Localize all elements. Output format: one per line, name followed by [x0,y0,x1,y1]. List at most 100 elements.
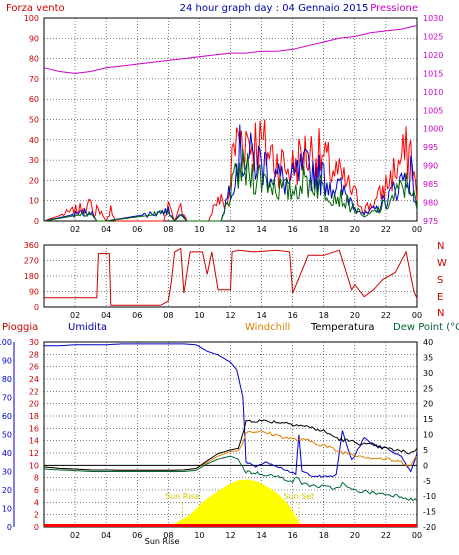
bottom-panel-x-tick-2: 06 [132,531,142,540]
temp-y-tick-11: 35 [423,353,433,362]
solar-area [162,479,302,527]
pressure-y-tick-7: 1010 [423,88,443,97]
dir-y-tick-2: 180 [24,272,39,281]
series-layer [43,24,418,527]
rain-y-tick-3: 6 [34,486,39,495]
wind-y-tick-4: 40 [29,136,39,145]
dir-panel-x-tick-6: 14 [256,311,266,320]
grid-layer [43,17,418,528]
rain-y-tick-2: 4 [34,498,39,507]
humidity-label: Umidita [68,322,107,333]
humidity-y-tick-8: 80 [2,375,12,384]
humidity-y-tick-10: 100 [0,338,12,347]
pressure-y-tick-9: 1020 [423,51,443,60]
pressure-y-tick-8: 1015 [423,69,443,78]
wind-y-tick-7: 70 [29,75,39,84]
temp-y-tick-12: 40 [423,338,433,347]
bottom-series-0 [44,343,418,478]
bottom-panel-x-tick-7: 16 [288,531,298,540]
humidity-y-tick-1: 10 [2,505,12,514]
top-panel-x-tick-0: 02 [70,225,80,234]
bottom-panel-x-tick-4: 10 [194,531,204,540]
wind-y-tick-9: 90 [29,34,39,43]
pressure-y-tick-0: 975 [423,217,438,226]
compass-n-bottom: N [437,308,444,319]
humidity-y-tick-4: 40 [2,449,12,458]
rain-y-tick-9: 18 [29,412,39,421]
compass-n-top: N [437,241,444,252]
humidity-y-tick-0: 0 [7,523,12,532]
bottom-panel-x-tick-8: 18 [319,531,329,540]
dir-panel-x-tick-5: 12 [225,311,235,320]
bottom-panel-x-tick-5: 12 [225,531,235,540]
temp-y-tick-5: 5 [423,446,428,455]
dir-panel-x-tick-2: 06 [132,311,142,320]
pressure-y-tick-4: 995 [423,143,438,152]
dir-panel-x-tick-11: 00 [412,311,422,320]
top-panel-x-tick-11: 00 [412,225,422,234]
rain-y-tick-8: 16 [29,424,39,433]
pressure-y-tick-2: 985 [423,180,438,189]
top-panel-x-tick-6: 14 [256,225,266,234]
humidity-y-tick-2: 20 [2,486,12,495]
top-panel-x-tick-8: 18 [319,225,329,234]
direction-series-0 [44,247,418,306]
bottom-panel-x-tick-10: 22 [381,531,391,540]
chart-title: 24 hour graph day : 04 Gennaio 2015 [180,3,369,14]
dir-panel-x-tick-3: 08 [163,311,173,320]
temp-y-tick-2: -10 [423,492,436,501]
wind-y-tick-5: 50 [29,116,39,125]
dir-panel-x-tick-10: 22 [381,311,391,320]
pressure-y-tick-10: 1025 [423,32,443,41]
rain-y-tick-14: 28 [29,350,39,359]
bottom-panel-x-tick-3: 08 [163,531,173,540]
compass-s: S [437,275,443,286]
rain-y-tick-7: 14 [29,437,39,446]
humidity-y-tick-7: 70 [2,394,12,403]
humidity-y-tick-9: 90 [2,357,12,366]
dir-y-tick-3: 270 [24,257,39,266]
dir-y-tick-4: 360 [24,241,39,250]
wind-y-tick-10: 100 [24,14,39,23]
dir-panel-x-tick-9: 20 [350,311,360,320]
bottom-series-3 [43,455,418,502]
temp-y-tick-9: 25 [423,384,433,393]
rain-y-tick-13: 26 [29,363,39,372]
top-panel-x-tick-3: 08 [163,225,173,234]
dir-panel-x-tick-0: 02 [70,311,80,320]
top-panel-x-tick-9: 20 [350,225,360,234]
bottom-panel-x-tick-0: 02 [70,531,80,540]
rain-label: Pioggia [2,322,38,333]
dir-y-tick-0: 0 [34,303,39,312]
wind-y-tick-1: 10 [29,197,39,206]
dir-panel-x-tick-8: 18 [319,311,329,320]
bottom-panel-x-tick-6: 14 [256,531,266,540]
wind-speed-label: Forza vento [6,3,65,14]
temp-y-tick-10: 30 [423,369,433,378]
top-panel-x-tick-4: 10 [194,225,204,234]
rain-y-tick-12: 24 [29,375,39,384]
dir-panel-x-tick-1: 04 [101,311,111,320]
rain-y-tick-6: 12 [29,449,39,458]
compass-w: W [437,258,447,269]
temp-y-tick-1: -15 [423,508,436,517]
rain-y-tick-1: 2 [34,511,39,520]
temp-y-tick-4: 0 [423,461,428,470]
dir-y-tick-1: 90 [29,288,39,297]
humidity-y-tick-6: 60 [2,412,12,421]
sun-label-1: Sun Set [283,492,314,501]
dew-point-label: Dew Point (°C [393,322,459,333]
rain-y-tick-5: 10 [29,461,39,470]
top-series-1 [43,119,418,223]
pressure-y-tick-11: 1030 [423,14,443,23]
pressure-y-tick-1: 980 [423,199,438,208]
sun-label-0: Sun Rise [165,492,200,501]
rain-y-tick-0: 0 [34,523,39,532]
top-panel-x-tick-7: 16 [288,225,298,234]
compass-e: E [437,292,443,303]
wind-y-tick-6: 60 [29,95,39,104]
wind-y-tick-0: 0 [34,217,39,226]
rain-y-tick-4: 8 [34,474,39,483]
temp-y-tick-8: 20 [423,400,433,409]
